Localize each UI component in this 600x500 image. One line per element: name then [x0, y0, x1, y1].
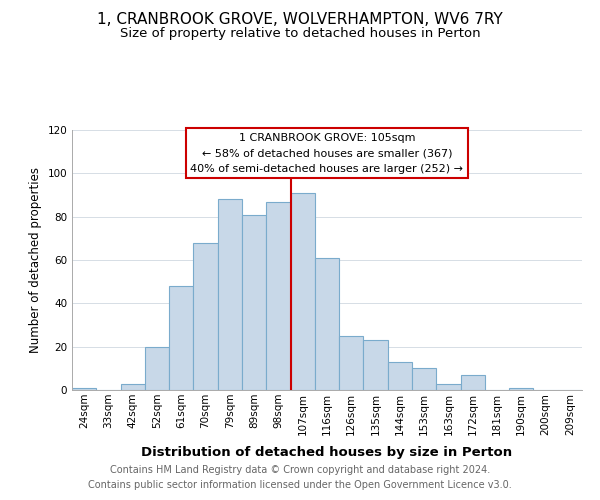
Bar	[388, 362, 412, 390]
Bar	[242, 214, 266, 390]
Bar	[509, 388, 533, 390]
Y-axis label: Number of detached properties: Number of detached properties	[29, 167, 42, 353]
Bar	[121, 384, 145, 390]
Text: Contains HM Land Registry data © Crown copyright and database right 2024.
Contai: Contains HM Land Registry data © Crown c…	[88, 465, 512, 490]
Bar	[266, 202, 290, 390]
Text: Size of property relative to detached houses in Perton: Size of property relative to detached ho…	[119, 28, 481, 40]
Bar	[436, 384, 461, 390]
Bar	[193, 242, 218, 390]
Bar	[412, 368, 436, 390]
Bar	[290, 193, 315, 390]
Bar	[461, 375, 485, 390]
Text: 1, CRANBROOK GROVE, WOLVERHAMPTON, WV6 7RY: 1, CRANBROOK GROVE, WOLVERHAMPTON, WV6 7…	[97, 12, 503, 28]
Bar	[315, 258, 339, 390]
Bar	[169, 286, 193, 390]
Text: 1 CRANBROOK GROVE: 105sqm
← 58% of detached houses are smaller (367)
40% of semi: 1 CRANBROOK GROVE: 105sqm ← 58% of detac…	[191, 132, 464, 174]
Bar	[339, 336, 364, 390]
Bar	[145, 346, 169, 390]
Bar	[218, 200, 242, 390]
X-axis label: Distribution of detached houses by size in Perton: Distribution of detached houses by size …	[142, 446, 512, 459]
Bar	[72, 388, 96, 390]
Bar	[364, 340, 388, 390]
